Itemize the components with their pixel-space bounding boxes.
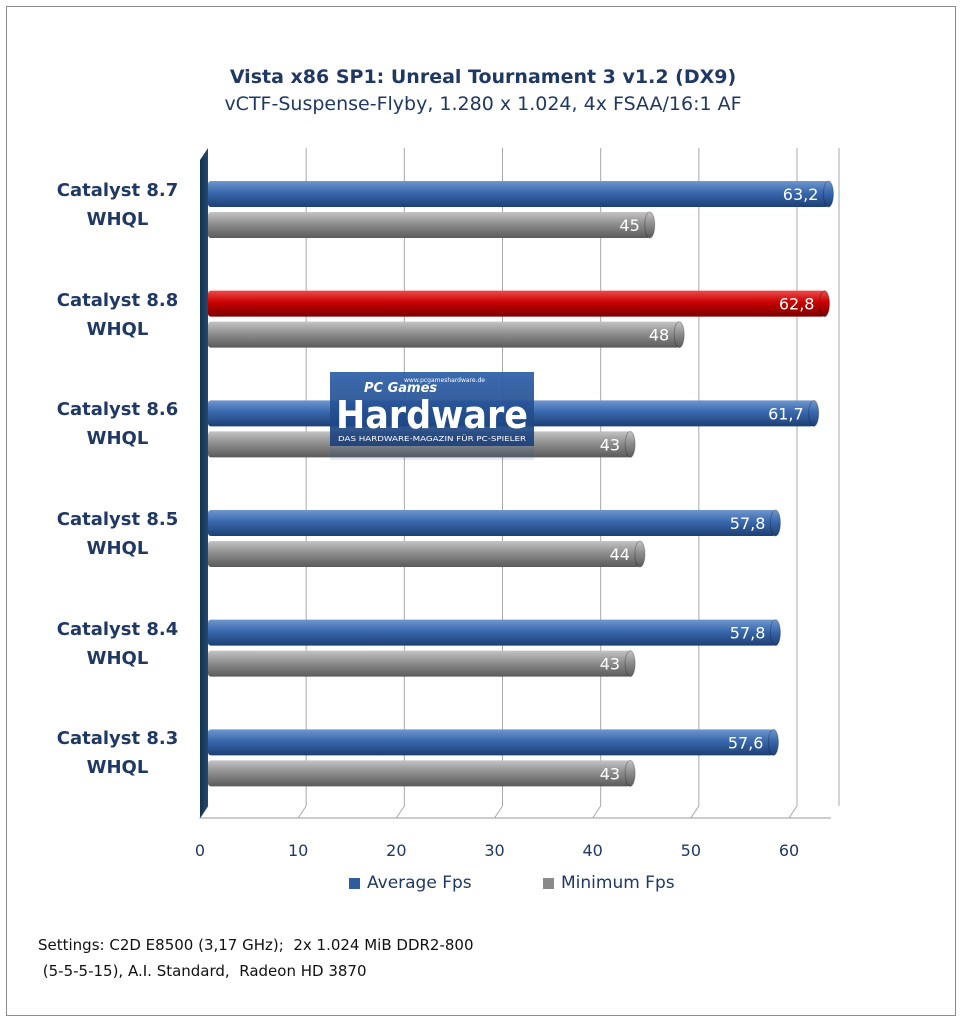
gridline-floor — [690, 805, 700, 819]
bar-cap — [767, 728, 779, 756]
bar-minimum: 45 — [208, 211, 656, 239]
bar-cap — [644, 211, 656, 239]
bar-body — [208, 760, 631, 787]
bar-body — [208, 510, 776, 536]
gridline-floor — [494, 805, 503, 819]
bar-average: 63,2 — [208, 180, 834, 208]
logo-url: www.pcgameshardware.de — [404, 377, 485, 384]
category-label-line: Catalyst 8.8 — [56, 289, 179, 311]
bar-value-label: 45 — [619, 216, 639, 235]
bar-cap — [624, 430, 636, 458]
bar-cap — [822, 180, 834, 208]
bar-value-label: 48 — [649, 326, 669, 345]
bar-value-label: 57,8 — [730, 624, 766, 643]
bar-cap — [673, 321, 685, 349]
bar-cap — [808, 399, 820, 427]
pcgh-watermark-logo: www.pcgameshardware.de PC Games Hardware… — [330, 372, 534, 460]
plot-background — [208, 148, 839, 806]
category-label-line: WHQL — [86, 318, 149, 340]
bar-cap — [634, 540, 646, 568]
bar-body — [208, 619, 776, 646]
category-label-line: Catalyst 8.7 — [56, 180, 179, 201]
category-label: Catalyst 8.3 WHQL — [30, 724, 205, 782]
category-label-line: WHQL — [86, 538, 149, 559]
settings-line-1: Settings: C2D E8500 (3,17 GHz); 2x 1.024… — [38, 936, 474, 954]
category-label: Catalyst 8.7 WHQL — [30, 176, 205, 234]
axis-wall — [200, 148, 208, 818]
bar-cap — [818, 290, 830, 318]
bar-value-label: 61,7 — [768, 404, 804, 423]
gridline-floor — [788, 805, 798, 819]
bar-body — [208, 321, 680, 348]
category-label: Catalyst 8.6 WHQL — [30, 395, 205, 453]
bar-cap — [769, 619, 781, 647]
settings-line-2: (5-5-5-15), A.I. Standard, Radeon HD 387… — [38, 962, 367, 980]
x-tick-label: 60 — [779, 841, 799, 860]
category-label: Catalyst 8.8 WHQL — [30, 286, 205, 344]
category-label-line: WHQL — [86, 647, 149, 669]
bar-body — [208, 650, 631, 677]
bar-body — [208, 729, 774, 756]
logo-brand-top: PC Games — [364, 381, 437, 396]
category-label-line: Catalyst 8.6 — [56, 399, 179, 421]
legend-minimum-label: Minimum Fps — [561, 873, 675, 893]
legend-average: Average Fps — [349, 873, 472, 893]
gridline-floor — [297, 805, 307, 819]
x-tick-label: 50 — [681, 841, 701, 860]
category-label-line: Catalyst 8.5 — [56, 509, 179, 530]
category-label-line: WHQL — [86, 428, 149, 450]
bar-value-label: 62,8 — [779, 295, 815, 314]
gridline-floor — [395, 805, 405, 819]
logo-reflection — [330, 446, 534, 460]
bar-value-label: 43 — [600, 764, 620, 783]
x-tick-label: 20 — [386, 841, 406, 860]
settings-note: Settings: C2D E8500 (3,17 GHz); 2x 1.024… — [38, 932, 474, 984]
category-label: Catalyst 8.5 WHQL — [30, 505, 205, 563]
bar-minimum: 43 — [208, 759, 636, 787]
bar-cap — [624, 650, 636, 678]
category-label-line: Catalyst 8.4 — [56, 618, 179, 640]
bar-value-label: 44 — [610, 545, 630, 564]
bar-body — [208, 541, 640, 567]
bar-value-label: 63,2 — [783, 185, 819, 204]
logo-brand: Hardware — [336, 393, 528, 437]
bar-body — [208, 181, 829, 207]
bar-value-label: 57,6 — [728, 733, 764, 752]
x-tick-label: 10 — [288, 841, 308, 860]
legend-average-label: Average Fps — [367, 873, 472, 893]
bar-cap — [769, 509, 781, 537]
bar-value-label: 57,8 — [730, 514, 766, 533]
bar-average: 57,8 — [208, 509, 781, 537]
legend-minimum-swatch — [543, 877, 554, 889]
bar-value-label: 43 — [600, 655, 620, 674]
category-label: Catalyst 8.4 WHQL — [30, 615, 205, 673]
floor-line — [199, 805, 831, 819]
chart-subtitle: vCTF-Suspense-Flyby, 1.280 x 1.024, 4x F… — [224, 93, 742, 115]
bar-average: 57,6 — [208, 728, 779, 756]
bar-minimum: 48 — [208, 321, 685, 349]
bar-average: 62,8 — [208, 290, 830, 318]
bar-cap — [624, 759, 636, 787]
bar-body — [208, 290, 825, 317]
category-label-line: Catalyst 8.3 — [56, 728, 179, 750]
logo-tagline: DAS HARDWARE-MAGAZIN FÜR PC-SPIELER — [338, 434, 526, 443]
gridline-floor — [592, 805, 602, 819]
bar-average: 57,8 — [208, 619, 781, 647]
x-tick-label: 0 — [195, 841, 205, 860]
legend-minimum: Minimum Fps — [543, 873, 675, 893]
legend-average-swatch — [349, 877, 360, 889]
bar-value-label: 43 — [600, 435, 620, 454]
x-tick-label: 30 — [484, 841, 504, 860]
bar-minimum: 44 — [208, 540, 646, 568]
bar-body — [208, 212, 650, 238]
bar-minimum: 43 — [208, 650, 636, 678]
category-label-line: WHQL — [86, 757, 149, 779]
chart-title: Vista x86 SP1: Unreal Tournament 3 v1.2 … — [229, 66, 737, 88]
category-label-line: WHQL — [86, 209, 149, 230]
x-tick-label: 40 — [582, 841, 602, 860]
logo-background — [330, 372, 534, 446]
